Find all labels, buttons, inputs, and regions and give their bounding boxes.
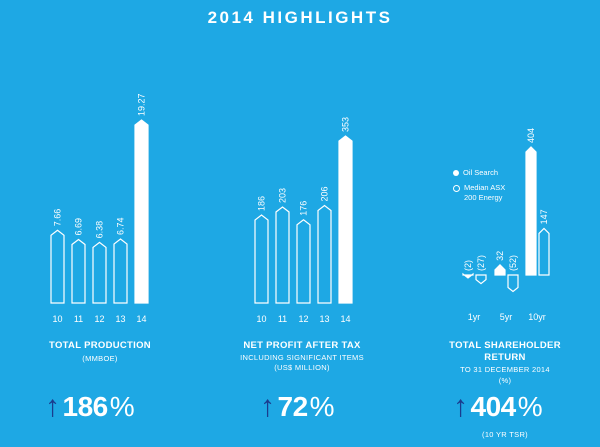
legend-median-line1: Median ASX xyxy=(464,183,506,192)
tsr-change-unit: % xyxy=(517,391,543,422)
chart2-bar-14 xyxy=(338,135,353,304)
chart1-category-label-12: 12 xyxy=(94,314,104,324)
legend-median: Median ASX 200 Energy xyxy=(453,183,505,203)
tsr-value-label-oil-search-10yr: 404 xyxy=(526,128,536,143)
profit-change-unit: % xyxy=(309,391,335,422)
tsr-change-stat: ↑ 404% xyxy=(453,390,543,424)
tsr-value-label-median-10yr: 147 xyxy=(539,209,549,224)
chart1-category-label-11: 11 xyxy=(74,314,83,324)
chart2-bar-13 xyxy=(317,204,332,304)
chart1-bar-14 xyxy=(134,119,149,304)
production-change-stat: ↑ 186% xyxy=(45,390,135,424)
chart2-category-label-13: 13 xyxy=(319,314,329,324)
tsr-change-note: (10 YR TSR) xyxy=(482,430,528,439)
filled-dot-icon xyxy=(453,170,459,176)
chart1-value-label-11: 6.69 xyxy=(74,218,84,236)
tsr-category-label-1yr: 1yr xyxy=(468,312,481,322)
profit-change-value: 72 xyxy=(277,391,309,422)
hollow-dot-icon xyxy=(453,185,460,192)
tsr-bar-oil-search-5yr xyxy=(494,264,506,276)
chart1-bar-12 xyxy=(92,241,107,304)
page-title: 2014 HIGHLIGHTS xyxy=(207,8,393,27)
tsr-subtitle-1: TO 31 DECEMBER 2014 xyxy=(460,365,550,374)
chart2-value-label-12: 176 xyxy=(299,201,309,216)
chart1-value-label-14: 19.27 xyxy=(137,93,147,116)
chart2-bar-11 xyxy=(275,206,290,304)
chart1-bar-11 xyxy=(71,238,86,304)
chart2-category-label-14: 14 xyxy=(340,314,350,324)
chart1-category-label-14: 14 xyxy=(136,314,146,324)
chart2-category-label-10: 10 xyxy=(256,314,266,324)
legend-median-line2: 200 Energy xyxy=(464,193,503,202)
profit-title: NET PROFIT AFTER TAX xyxy=(243,340,361,351)
up-arrow-icon: ↑ xyxy=(453,390,468,423)
chart2-value-label-14: 353 xyxy=(341,117,351,132)
legend-oil-search-label: Oil Search xyxy=(463,168,499,177)
production-change-unit: % xyxy=(109,391,135,422)
chart2-value-label-11: 203 xyxy=(278,188,288,203)
tsr-subtitle-2: (%) xyxy=(498,376,512,385)
chart1-bar-10 xyxy=(50,229,65,304)
profit-change-stat: ↑ 72% xyxy=(260,390,335,424)
tsr-category-label-10yr: 10yr xyxy=(528,312,546,322)
chart2-value-label-13: 206 xyxy=(320,187,330,202)
production-change-value: 186 xyxy=(62,391,109,422)
up-arrow-icon: ↑ xyxy=(260,390,275,423)
chart2-bar-10 xyxy=(254,214,269,304)
tsr-bar-oil-search-1yr xyxy=(462,272,474,279)
chart1-value-label-12: 6.38 xyxy=(95,221,105,239)
tsr-title-1: TOTAL SHAREHOLDER xyxy=(449,340,561,351)
chart1-value-label-13: 6.74 xyxy=(116,217,126,235)
production-title: TOTAL PRODUCTION xyxy=(49,340,151,351)
tsr-bar-median-asx-200-energy-1yr xyxy=(475,274,487,285)
chart1-category-label-13: 13 xyxy=(115,314,125,324)
tsr-change-value: 404 xyxy=(470,391,517,422)
chart1-bar-13 xyxy=(113,238,128,304)
profit-subtitle-2: (US$ MILLION) xyxy=(274,363,330,372)
tsr-value-label-oil-search-1yr: (2) xyxy=(463,260,473,271)
tsr-category-label-5yr: 5yr xyxy=(500,312,513,322)
chart2-category-label-11: 11 xyxy=(278,314,287,324)
tsr-value-label-median-5yr: (52) xyxy=(508,255,518,271)
chart2-category-label-12: 12 xyxy=(298,314,308,324)
up-arrow-icon: ↑ xyxy=(45,390,60,423)
chart1-value-label-10: 7.66 xyxy=(53,209,63,227)
tsr-value-label-oil-search-5yr: 32 xyxy=(495,251,505,261)
chart2-bar-12 xyxy=(296,218,311,304)
chart2-value-label-10: 186 xyxy=(257,196,267,211)
tsr-value-label-median-1yr: (27) xyxy=(476,255,486,271)
legend-median-label: Median ASX 200 Energy xyxy=(464,183,505,203)
legend-oil-search: Oil Search xyxy=(453,168,505,178)
profit-subtitle-1: INCLUDING SIGNIFICANT ITEMS xyxy=(240,353,364,362)
tsr-bar-median-asx-200-energy-5yr xyxy=(507,274,519,293)
tsr-bar-median-asx-200-energy-10yr xyxy=(538,227,550,276)
tsr-title-2: RETURN xyxy=(484,352,526,363)
chart1-category-label-10: 10 xyxy=(52,314,62,324)
production-subtitle: (MMBOE) xyxy=(82,354,118,363)
tsr-legend: Oil Search Median ASX 200 Energy xyxy=(453,168,505,203)
tsr-bar-oil-search-10yr xyxy=(525,146,537,276)
